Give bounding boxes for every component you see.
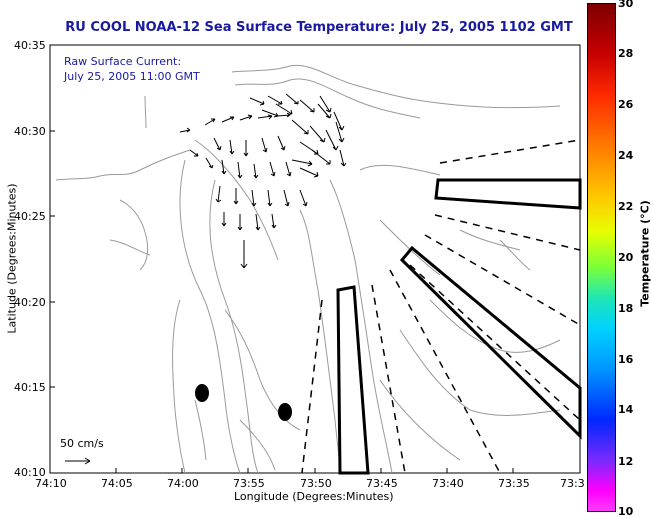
- colorbar-tick: 12: [618, 455, 634, 468]
- scale-arrow: [65, 457, 91, 465]
- x-axis-label: Longitude (Degrees:Minutes): [234, 490, 394, 503]
- plot-frame: [49, 44, 581, 474]
- map-title: RU COOL NOAA-12 Sea Surface Temperature:…: [65, 20, 573, 35]
- ytick-label: 40:30: [14, 125, 46, 138]
- xtick-label: 74:00: [167, 477, 199, 490]
- colorbar-tick: 24: [618, 149, 634, 162]
- colorbar-tick: 26: [618, 98, 634, 111]
- scale-label: 50 cm/s: [60, 437, 104, 450]
- colorbar-tick: 10: [618, 505, 634, 518]
- temperature-colorbar: [587, 3, 616, 512]
- y-axis-label: Latitude (Degrees:Minutes): [5, 183, 19, 334]
- station-marker: [195, 384, 209, 402]
- shipping-lanes: [336, 178, 582, 475]
- xtick-label: 73:35: [498, 477, 530, 490]
- xtick-label: 73:45: [366, 477, 398, 490]
- xtick-label: 74:05: [101, 477, 133, 490]
- ytick-label: 40:25: [14, 210, 46, 223]
- xtick-label: 73:40: [432, 477, 464, 490]
- ytick-label: 40:15: [14, 381, 46, 394]
- colorbar-tick: 20: [618, 251, 634, 264]
- ytick-label: 40:35: [14, 39, 46, 52]
- xtick-label: 73:50: [300, 477, 332, 490]
- xtick-label: 73:3: [560, 477, 585, 490]
- tick-marks: [49, 130, 514, 473]
- colorbar-tick: 30: [618, 0, 634, 10]
- colorbar-tick: 14: [618, 403, 634, 416]
- dashed-lines: [301, 139, 581, 474]
- colorbar-tick: 22: [618, 200, 634, 213]
- colorbar-tick: 28: [618, 47, 634, 60]
- station-marker: [278, 403, 292, 421]
- colorbar-label: Temperature (°C): [638, 200, 651, 307]
- colorbar-tick: 18: [618, 302, 634, 315]
- current-info-line1: Raw Surface Current:: [64, 55, 182, 68]
- current-info-line2: July 25, 2005 11:00 GMT: [64, 70, 200, 83]
- xtick-label: 74:10: [35, 477, 67, 490]
- colorbar-tick: 16: [618, 353, 634, 366]
- current-vectors: [179, 93, 347, 269]
- ytick-label: 40:20: [14, 296, 46, 309]
- ytick-label: 40:10: [14, 466, 46, 479]
- xtick-label: 73:55: [233, 477, 265, 490]
